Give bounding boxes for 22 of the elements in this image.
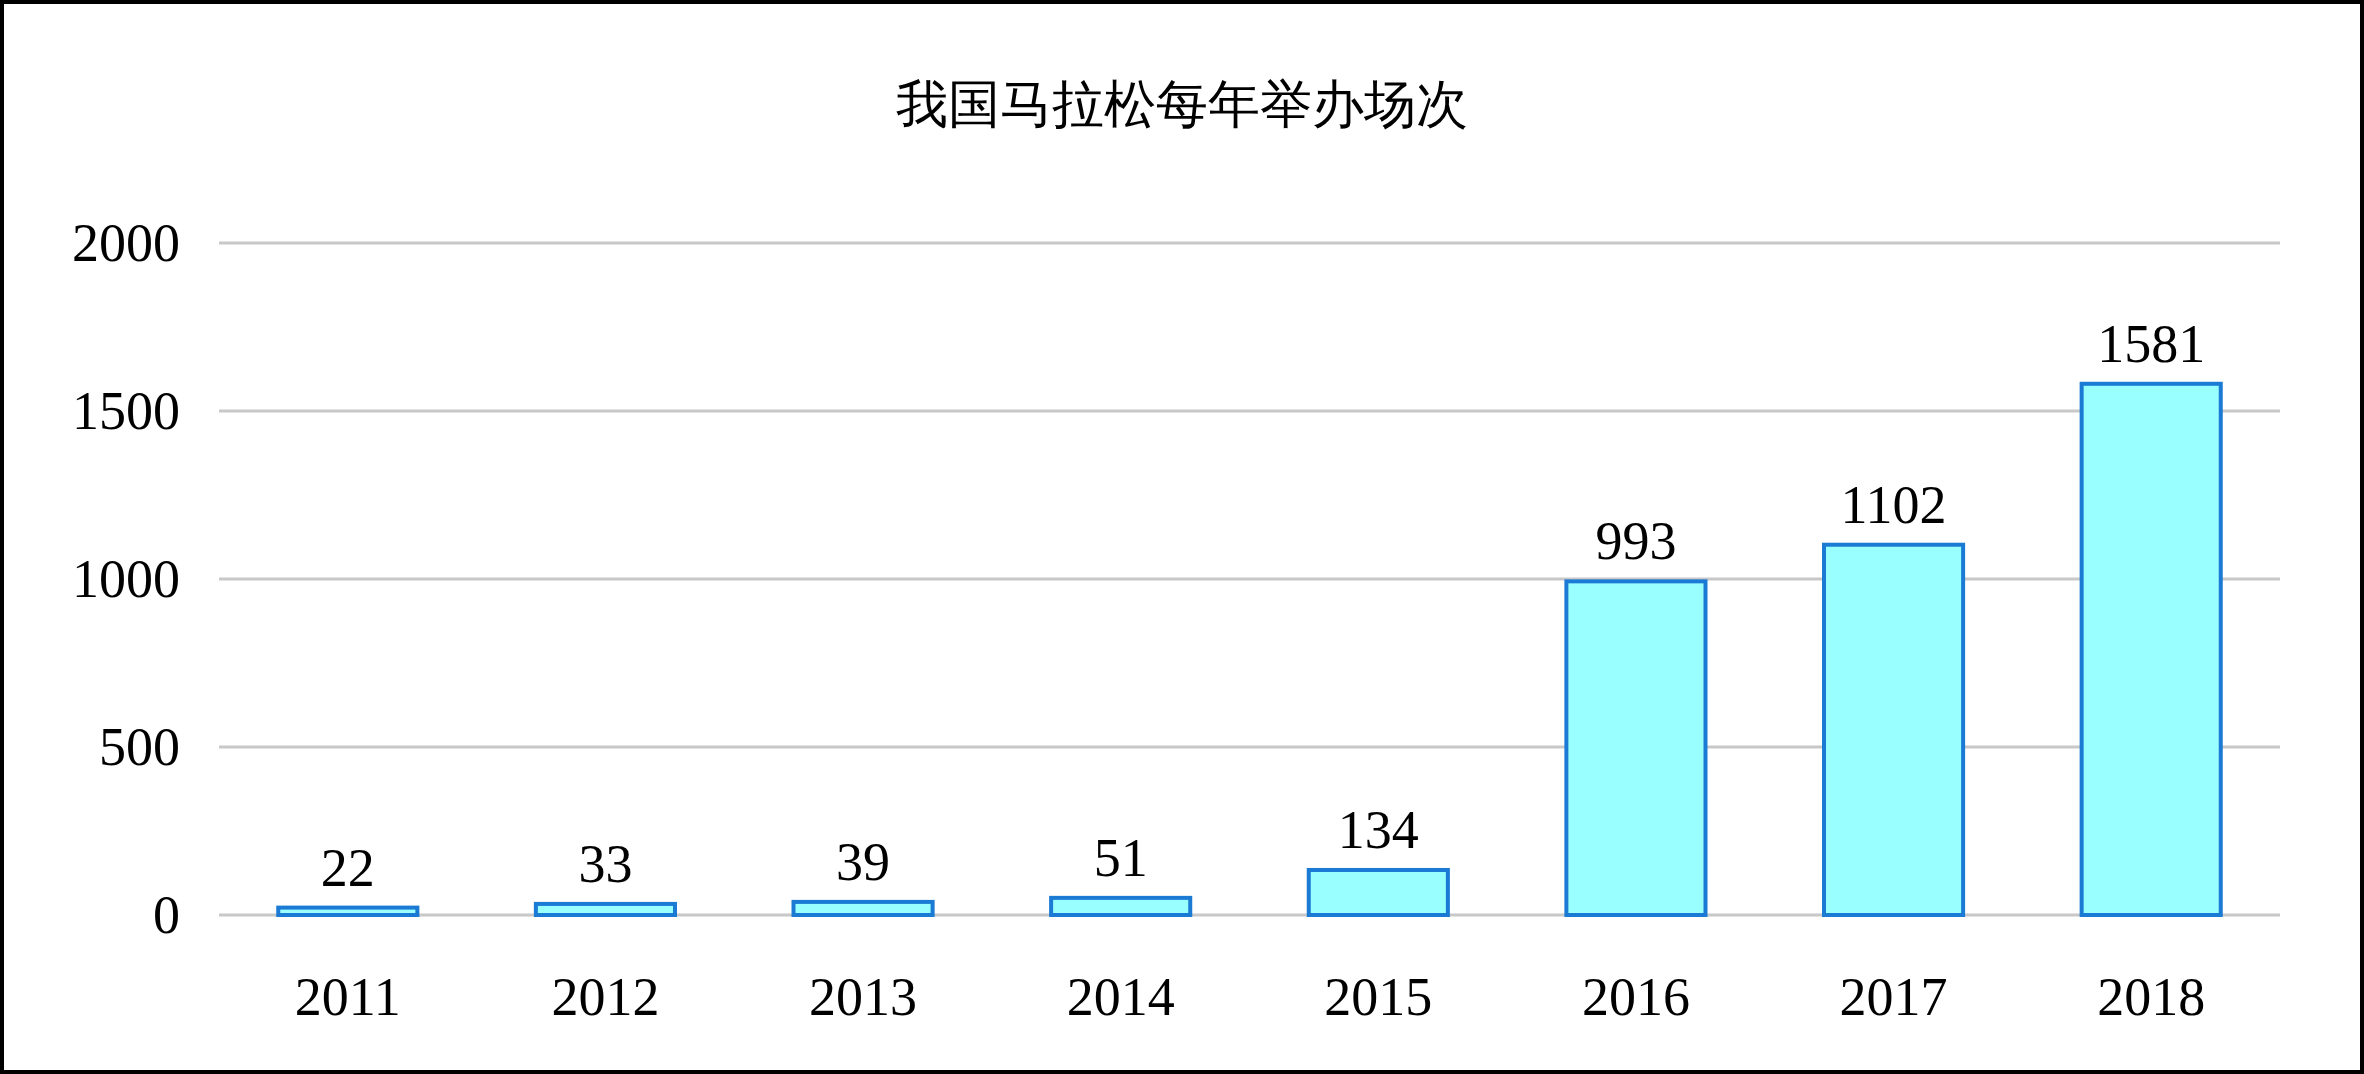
xtick: 2013 xyxy=(809,967,918,1027)
xtick: 2015 xyxy=(1324,967,1433,1027)
data-label: 134 xyxy=(1337,800,1419,860)
ytick: 0 xyxy=(153,885,180,945)
data-label: 33 xyxy=(578,833,633,894)
xtick: 2016 xyxy=(1581,967,1690,1027)
ytick: 2000 xyxy=(72,213,180,273)
data-label: 993 xyxy=(1595,511,1677,572)
ytick: 1000 xyxy=(72,549,180,609)
data-label: 39 xyxy=(836,831,891,892)
title: 我国马拉松每年举办场次 xyxy=(896,76,1468,133)
ytick: 500 xyxy=(99,717,180,777)
xtick: 2017 xyxy=(1839,967,1948,1027)
xtick: 2011 xyxy=(294,967,401,1027)
data-label: 1581 xyxy=(2097,313,2206,374)
xtick: 2014 xyxy=(1066,967,1175,1027)
ytick: 1500 xyxy=(72,381,180,441)
data-label: 1102 xyxy=(1840,474,1947,535)
data-label: 51 xyxy=(1093,827,1148,888)
xtick: 2018 xyxy=(2097,967,2206,1027)
xtick: 2012 xyxy=(551,967,660,1027)
data-label: 22 xyxy=(320,837,375,898)
